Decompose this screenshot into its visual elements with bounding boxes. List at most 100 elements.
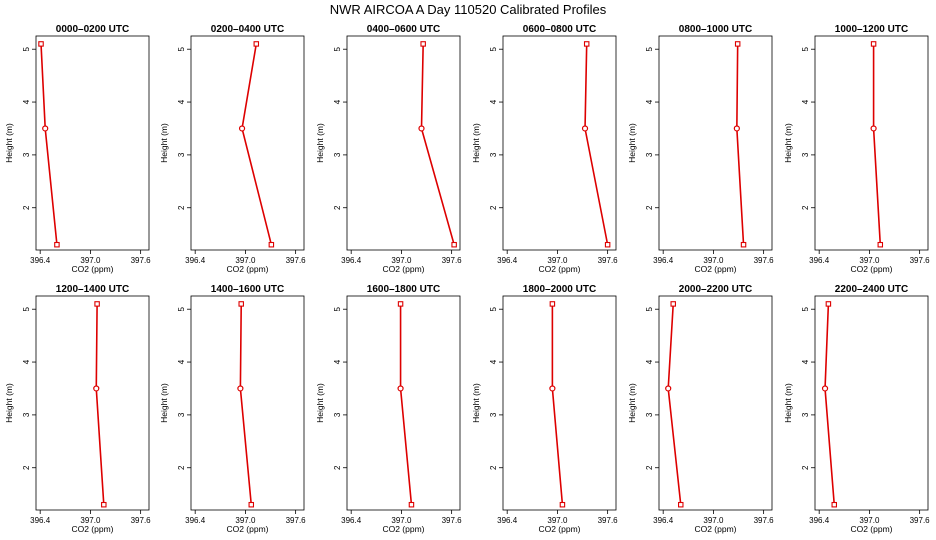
x-tick-label: 397.6 bbox=[598, 256, 619, 265]
profile-line bbox=[399, 303, 413, 505]
y-tick-label: 3 bbox=[333, 152, 342, 157]
profile-point bbox=[94, 301, 100, 307]
y-tick-label: 3 bbox=[645, 412, 654, 417]
profile-point bbox=[268, 241, 275, 248]
plot-frame bbox=[814, 35, 929, 251]
x-tick-label: 396.4 bbox=[30, 256, 51, 265]
profile-panel-3: 0400–0600 UTC 396.4 397.0 397.6 CO2 (ppm) 2 3 4… bbox=[315, 24, 462, 274]
y-tick-label: 2 bbox=[333, 205, 342, 210]
panel-title: 0400–0600 UTC bbox=[367, 24, 440, 35]
profile-line bbox=[872, 43, 882, 245]
y-tick-label: 2 bbox=[333, 465, 342, 470]
y-tick-label: 3 bbox=[177, 412, 186, 417]
y-tick-label: 2 bbox=[645, 205, 654, 210]
figure-title: NWR AIRCOA A Day 110520 Calibrated Profi… bbox=[330, 2, 607, 17]
y-tick-label: 2 bbox=[22, 465, 31, 470]
profile-point bbox=[397, 301, 404, 307]
profile-point bbox=[559, 501, 566, 508]
y-tick-label: 2 bbox=[801, 205, 810, 210]
x-tick-label: 397.6 bbox=[286, 256, 307, 265]
profile-point bbox=[38, 41, 44, 47]
profile-point bbox=[93, 385, 100, 392]
profile-line bbox=[239, 303, 253, 505]
y-tick-label: 2 bbox=[489, 205, 498, 210]
profile-point bbox=[238, 301, 244, 307]
y-tick-label: 5 bbox=[177, 306, 186, 311]
x-tick-label: 397.0 bbox=[235, 516, 256, 525]
plot-frame bbox=[502, 35, 617, 251]
y-axis-label: Height (m) bbox=[627, 383, 637, 423]
y-tick-label: 3 bbox=[801, 412, 810, 417]
y-tick-label: 5 bbox=[801, 306, 810, 311]
x-tick-label: 397.6 bbox=[131, 256, 152, 265]
plot-frame bbox=[346, 35, 461, 251]
y-axis-label: Height (m) bbox=[159, 123, 169, 163]
x-tick-label: 397.6 bbox=[598, 516, 619, 525]
y-axis-label: Height (m) bbox=[4, 383, 14, 423]
profile-panel-9: 1600–1800 UTC 396.4 397.0 397.6 CO2 (ppm) 2 3 4… bbox=[315, 284, 462, 534]
profile-point bbox=[248, 501, 255, 508]
profile-line bbox=[95, 303, 105, 505]
panel-title: 1800–2000 UTC bbox=[523, 284, 596, 295]
profile-line bbox=[736, 43, 745, 245]
x-axis-label: CO2 (ppm) bbox=[850, 524, 892, 534]
x-tick-label: 396.4 bbox=[185, 256, 206, 265]
y-tick-label: 3 bbox=[801, 152, 810, 157]
profile-line bbox=[241, 43, 273, 245]
y-tick-label: 3 bbox=[22, 412, 31, 417]
profile-panel-6: 1000–1200 UTC 396.4 397.0 397.6 CO2 (ppm) 2 3 4… bbox=[783, 24, 930, 274]
y-tick-label: 2 bbox=[801, 465, 810, 470]
profile-point bbox=[733, 125, 740, 132]
y-tick-label: 3 bbox=[22, 152, 31, 157]
profile-point bbox=[549, 385, 556, 392]
panel-title: 2200–2400 UTC bbox=[835, 284, 908, 295]
profile-point bbox=[420, 41, 426, 47]
profile-point bbox=[42, 125, 49, 132]
profile-point bbox=[238, 125, 246, 132]
profile-point bbox=[451, 241, 457, 248]
panel-title: 1600–1800 UTC bbox=[367, 284, 440, 295]
y-tick-label: 5 bbox=[645, 46, 654, 51]
x-axis-label: CO2 (ppm) bbox=[694, 264, 736, 274]
x-tick-label: 396.4 bbox=[30, 516, 51, 525]
x-axis-label: CO2 (ppm) bbox=[226, 264, 268, 274]
x-tick-label: 397.6 bbox=[754, 256, 775, 265]
profile-point bbox=[581, 125, 589, 132]
y-tick-label: 2 bbox=[645, 465, 654, 470]
profile-point bbox=[831, 501, 838, 508]
y-tick-label: 2 bbox=[177, 465, 186, 470]
x-axis-label: CO2 (ppm) bbox=[382, 264, 424, 274]
y-tick-label: 4 bbox=[333, 99, 342, 104]
x-axis-label: CO2 (ppm) bbox=[538, 524, 580, 534]
y-axis-label: Height (m) bbox=[4, 123, 14, 163]
x-tick-label: 397.0 bbox=[391, 256, 412, 265]
x-tick-label: 396.4 bbox=[341, 256, 362, 265]
y-tick-label: 3 bbox=[489, 412, 498, 417]
x-tick-label: 397.0 bbox=[859, 256, 880, 265]
x-tick-label: 397.0 bbox=[547, 516, 568, 525]
x-axis-label: CO2 (ppm) bbox=[71, 264, 113, 274]
x-tick-label: 396.4 bbox=[497, 516, 518, 525]
plot-frame bbox=[658, 295, 773, 511]
profile-point bbox=[408, 501, 415, 508]
x-tick-label: 396.4 bbox=[497, 256, 518, 265]
profile-panel-11: 2000–2200 UTC 396.4 397.0 397.6 CO2 (ppm) 2 3 4… bbox=[627, 284, 774, 534]
x-axis-label: CO2 (ppm) bbox=[226, 524, 268, 534]
profile-point bbox=[870, 41, 877, 47]
panel-title: 1000–1200 UTC bbox=[835, 24, 908, 35]
y-tick-label: 4 bbox=[801, 99, 810, 104]
y-tick-label: 4 bbox=[489, 99, 498, 104]
profile-line bbox=[824, 303, 836, 505]
y-tick-label: 5 bbox=[22, 46, 31, 51]
y-tick-label: 4 bbox=[801, 359, 810, 364]
y-tick-label: 2 bbox=[22, 205, 31, 210]
panel-title: 1200–1400 UTC bbox=[56, 284, 129, 295]
x-tick-label: 396.4 bbox=[809, 256, 830, 265]
y-axis-label: Height (m) bbox=[783, 123, 793, 163]
y-tick-label: 4 bbox=[177, 359, 186, 364]
y-axis-label: Height (m) bbox=[315, 123, 325, 163]
x-tick-label: 396.4 bbox=[341, 516, 362, 525]
profile-point bbox=[734, 41, 741, 47]
panel-title: 2000–2200 UTC bbox=[679, 284, 752, 295]
y-tick-label: 4 bbox=[645, 359, 654, 364]
